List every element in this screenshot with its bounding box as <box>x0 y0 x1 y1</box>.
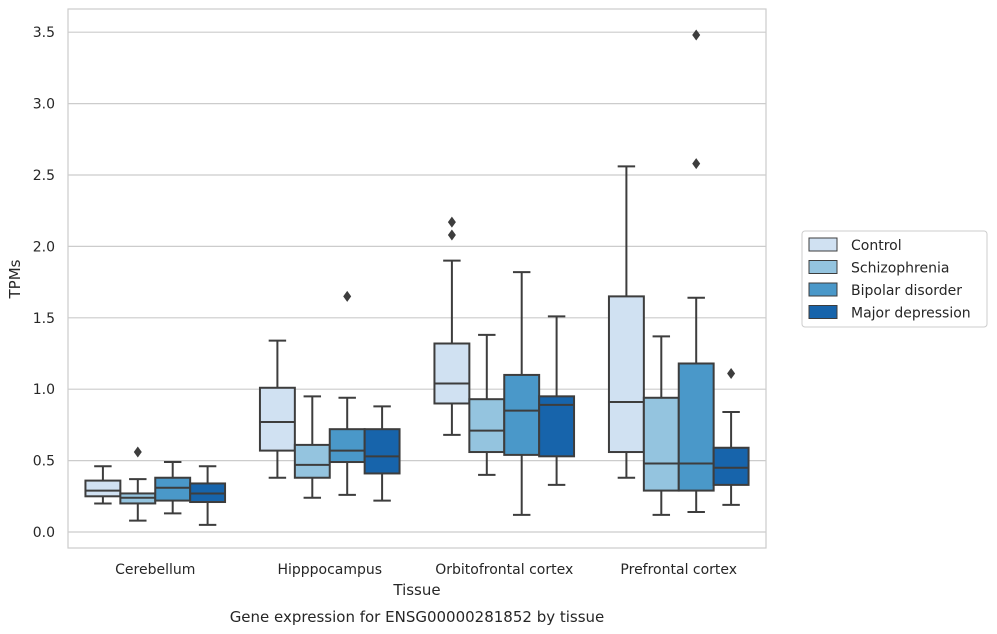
y-tick-label: 0.5 <box>33 454 55 470</box>
outlier-marker <box>447 216 456 228</box>
legend: Control Schizophrenia Bipolar disorder Majo… <box>801 230 988 328</box>
box-major-depression <box>538 315 576 486</box>
box-iqr <box>154 476 192 502</box>
legend-swatch <box>808 237 838 252</box>
box-iqr <box>503 373 541 456</box>
box-iqr <box>642 396 680 492</box>
x-tick-label: Cerebellum <box>115 562 195 578</box>
x-tick-label: Orbitofrontal cortex <box>435 562 573 578</box>
box-bipolar-disorder <box>154 461 192 515</box>
outlier-marker <box>133 446 142 458</box>
box-iqr <box>433 342 471 405</box>
legend-swatch <box>808 305 838 319</box>
outlier-marker <box>447 229 456 241</box>
box-major-depression <box>189 465 227 526</box>
plot-frame <box>67 8 767 549</box>
y-tick-label: 1.5 <box>33 311 55 327</box>
y-tick-label: 1.0 <box>33 382 55 398</box>
box-iqr <box>607 295 645 454</box>
outlier-marker <box>343 290 352 302</box>
box-control <box>258 339 296 479</box>
x-axis-title: Tissue <box>392 581 440 599</box>
box-bipolar-disorder <box>328 290 366 496</box>
legend-label: Major depression <box>851 306 971 322</box>
box-iqr <box>538 395 576 458</box>
box-schizophrenia <box>119 446 157 522</box>
outlier-marker <box>692 29 701 41</box>
box-control <box>607 165 645 479</box>
legend-swatch <box>808 282 838 297</box>
box-iqr <box>293 443 331 479</box>
legend-label: Control <box>851 238 902 254</box>
y-tick-label: 2.0 <box>33 239 55 255</box>
box-control <box>433 216 471 436</box>
x-tick-labels: Cerebellum Hipppocampus Orbitofrontal cort… <box>115 562 737 578</box>
y-tick-label: 3.5 <box>33 25 55 41</box>
legend-frame <box>801 230 988 328</box>
box-schizophrenia <box>642 335 680 516</box>
box-schizophrenia <box>293 395 331 499</box>
box-major-depression <box>363 405 401 502</box>
outlier-marker <box>692 158 701 170</box>
y-axis-title: TPMs <box>6 259 24 299</box>
box-iqr <box>677 362 715 492</box>
boxes <box>84 29 750 526</box>
box-major-depression <box>712 367 750 506</box>
box-iqr <box>84 479 122 498</box>
box-bipolar-disorder <box>677 29 715 514</box>
grid-lines <box>68 31 766 533</box>
box-iqr <box>468 398 506 454</box>
x-tick-label: Prefrontal cortex <box>620 562 737 578</box>
legend-label: Schizophrenia <box>851 261 949 277</box>
y-tick-label: 0.0 <box>33 525 55 541</box>
y-tick-labels: 0.0 0.5 1.0 1.5 2.0 2.5 3.0 3.5 <box>33 25 55 541</box>
box-iqr <box>258 386 296 452</box>
x-tick-label: Hipppocampus <box>277 562 382 578</box>
box-control <box>84 465 122 505</box>
legend-label: Bipolar disorder <box>851 283 962 299</box>
box-iqr <box>328 428 366 464</box>
box-iqr <box>712 446 750 486</box>
box-iqr <box>363 428 401 475</box>
legend-swatch <box>808 260 838 274</box>
y-tick-label: 3.0 <box>33 97 55 113</box>
chart-caption: Gene expression for ENSG00000281852 by t… <box>230 608 605 626</box>
outlier-marker <box>727 367 736 379</box>
box-bipolar-disorder <box>503 271 541 516</box>
y-tick-label: 2.5 <box>33 168 55 184</box>
box-schizophrenia <box>468 333 506 476</box>
